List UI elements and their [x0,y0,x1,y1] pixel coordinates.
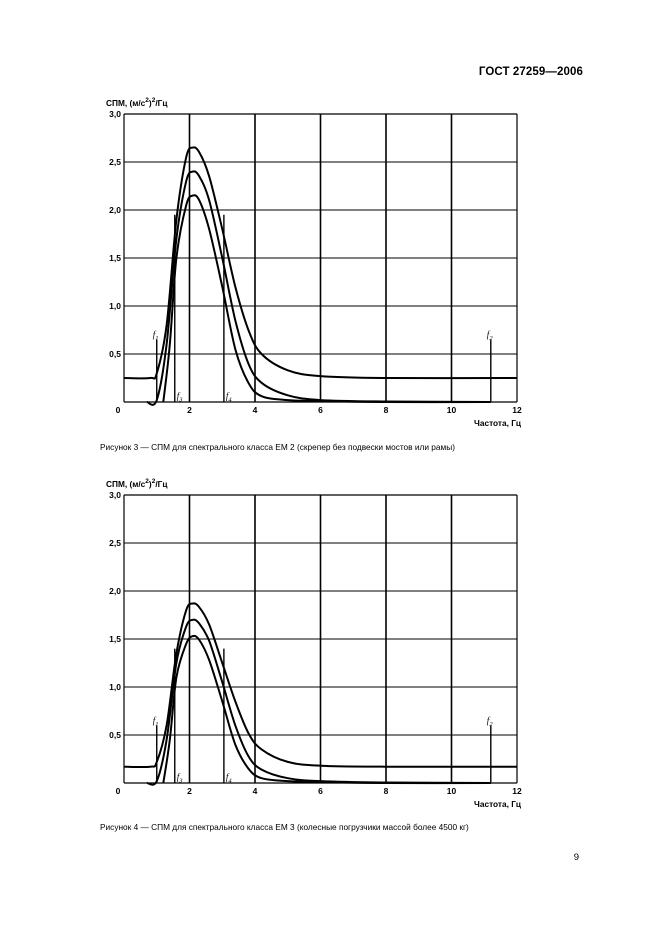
marker-label-f1: f1 [153,330,159,343]
x-tick-label: 2 [187,405,192,415]
x-tick-label: 8 [384,786,389,796]
series-line-1 [123,146,518,380]
x-axis-label: Частота, Гц [474,799,522,809]
series-line-3 [162,634,491,785]
y-tick-label: 0,5 [109,349,121,359]
x-tick-label: 4 [253,786,258,796]
y-tick-label: 2,5 [109,538,121,548]
x-axis-label: Частота, Гц [474,418,522,428]
x-tick-label: 6 [318,786,323,796]
y-tick-label: 1,0 [109,682,121,692]
series-line-2 [146,618,491,786]
marker-label-f1: f1 [153,715,159,728]
figure-4-chart: 0 2 4 6 8 10 12 0,5 1,0 1,5 2,0 2,5 3,0 СПМ, (м/с2)2/… [100,473,540,809]
y-tick-label: 1,5 [109,253,121,263]
x-tick-label: 2 [187,786,192,796]
y-tick-label: 0,5 [109,730,121,740]
series-line-3 [162,194,491,404]
x-tick-label: 10 [447,405,457,415]
figure-4-caption: Рисунок 4 — СПМ для спектрального класса… [100,822,469,832]
y-axis-label: СПМ, (м/с2)2/Гц [106,97,168,108]
marker-label-f4: f4 [226,772,233,785]
marker-label-f2: f2 [487,715,494,728]
x-tick-label: 10 [447,786,457,796]
y-tick-label: 2,5 [109,157,121,167]
marker-label-f3: f3 [177,772,184,785]
x-tick-label: 0 [116,786,121,796]
y-tick-label: 1,5 [109,634,121,644]
marker-label-f2: f2 [487,330,494,343]
marker-label-f3: f3 [177,391,184,404]
series-line-2 [146,170,491,406]
y-tick-label: 2,0 [109,586,121,596]
y-axis-label: СПМ, (м/с2)2/Гц [106,478,168,489]
x-tick-label: 4 [253,405,258,415]
x-tick-label: 8 [384,405,389,415]
series-line-1 [123,602,518,769]
y-tick-label: 3,0 [109,490,121,500]
y-tick-label: 3,0 [109,109,121,119]
x-tick-label: 0 [116,405,121,415]
marker-label-f4: f4 [226,391,233,404]
document-number: ГОСТ 27259—2006 [478,66,583,78]
x-tick-label: 12 [512,786,522,796]
page-number: 9 [573,852,579,863]
figure-3-chart: 0 2 4 6 8 10 12 0,5 1,0 1,5 2,0 2,5 3,0 СПМ, (м/с2)2/… [100,92,540,428]
x-tick-label: 6 [318,405,323,415]
x-tick-label: 12 [512,405,522,415]
y-tick-label: 1,0 [109,301,121,311]
figure-3-caption: Рисунок 3 — СПМ для спектрального класса… [100,442,455,452]
y-tick-label: 2,0 [109,205,121,215]
